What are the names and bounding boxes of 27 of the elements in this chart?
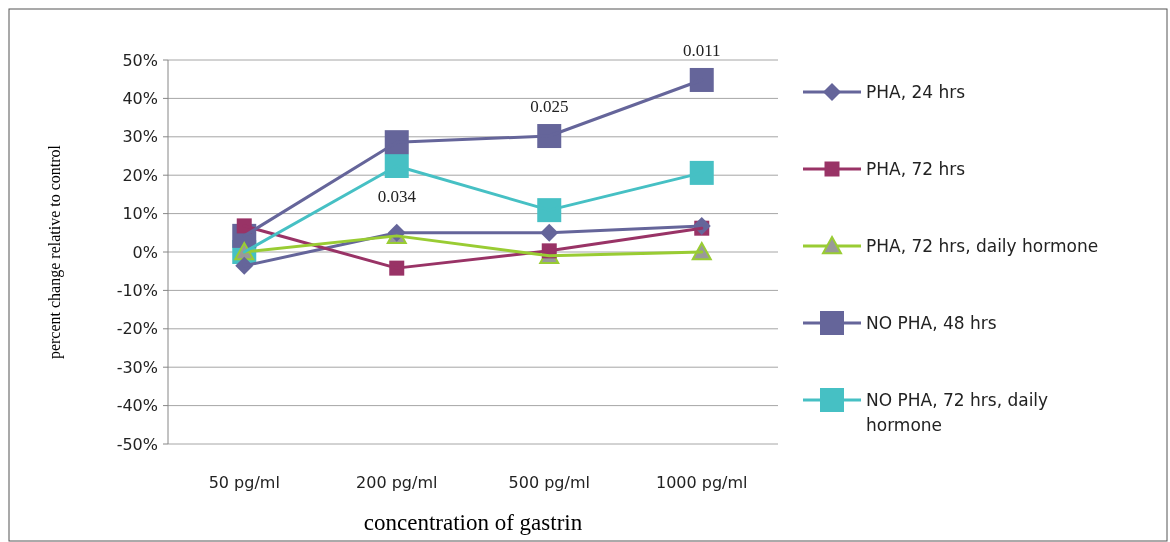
point (689, 160, 714, 185)
y-tick-label: 10% (122, 204, 158, 224)
x-tick-label: 500 pg/ml (508, 473, 590, 492)
y-tick-label: -30% (116, 357, 158, 377)
annotation: 0.025 (530, 96, 569, 116)
y-tick-label: 20% (122, 165, 158, 185)
y-tick-label: 40% (122, 89, 158, 108)
y-tick-label: -50% (116, 434, 158, 454)
legend-label: PHA, 24 hrs (866, 81, 966, 102)
legend-label: NO PHA, 48 hrs (866, 312, 997, 333)
y-tick-label: -10% (116, 281, 158, 300)
y-tick-label: 0% (132, 242, 158, 262)
x-tick-label: 1000 pg/ml (655, 473, 748, 492)
x-axis-title: concentration of gastrin (363, 510, 583, 535)
y-tick-label: -20% (116, 319, 158, 339)
y-tick-label: -40% (116, 396, 158, 416)
y-tick-label: 50% (122, 50, 158, 70)
x-tick-label: 50 pg/ml (208, 473, 280, 492)
annotation: 0.034 (377, 186, 417, 206)
point (689, 67, 714, 92)
annotation: 0.011 (682, 40, 721, 60)
y-tick-label: 30% (122, 127, 158, 147)
y-axis-title: percent change relative to control (46, 144, 64, 360)
legend-label: NO PHA, 72 hrs, daily hormone (866, 389, 1054, 436)
legend-label: PHA, 72 hrs (866, 158, 966, 179)
x-tick-label: 200 pg/ml (356, 473, 438, 492)
legend-label: PHA, 72 hrs, daily hormone (866, 235, 1099, 256)
